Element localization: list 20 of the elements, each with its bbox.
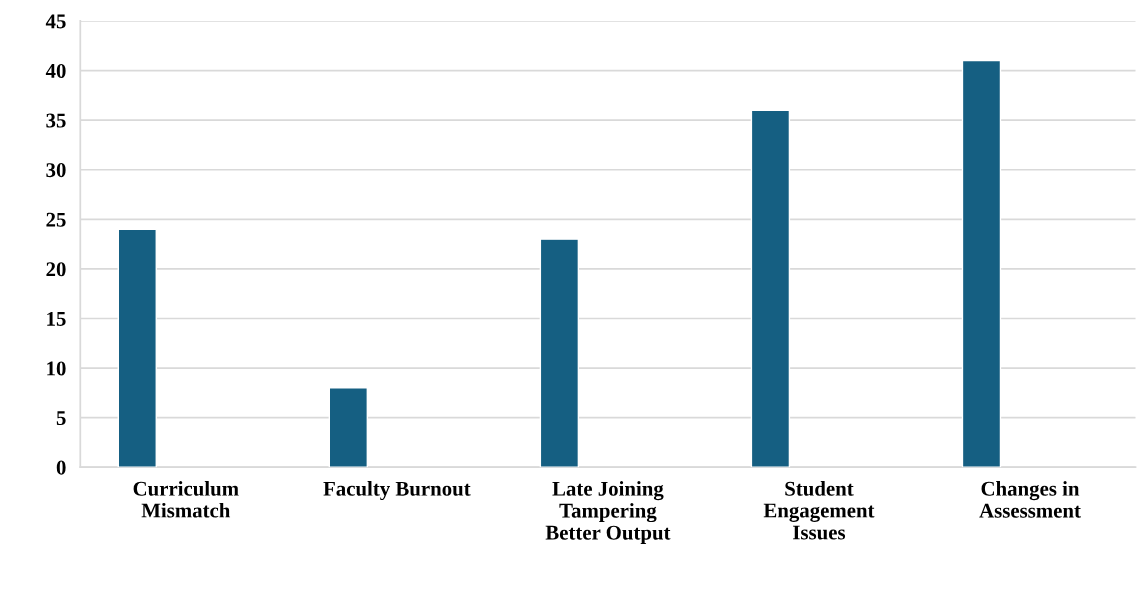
y-tick-label: 15: [47, 311, 66, 326]
y-tick-label: 40: [45, 63, 66, 78]
y-tick-label: 25: [46, 212, 66, 227]
x-tick-label: Curriculum Mismatch: [133, 481, 239, 518]
bar: [961, 59, 1002, 468]
y-tick-label: 20: [46, 262, 66, 277]
bar: [328, 387, 369, 468]
y-tick-label: 5: [56, 411, 66, 426]
x-tick-label: Faculty Burnout: [323, 481, 471, 501]
x-tick-label: Student Engagement Issues: [763, 481, 875, 540]
x-tick-label: Late Joining Tampering Better Output: [545, 481, 671, 544]
bar: [117, 228, 157, 468]
y-tick-label: 10: [47, 361, 66, 376]
y-tick-label: 0: [56, 460, 66, 475]
x-tick-label: Changes in Assessment: [979, 481, 1081, 518]
y-tick-label: 30: [46, 163, 66, 178]
bar: [539, 238, 580, 468]
y-tick-label: 45: [45, 14, 66, 29]
bar: [750, 109, 791, 468]
y-tick-label: 35: [46, 113, 66, 128]
